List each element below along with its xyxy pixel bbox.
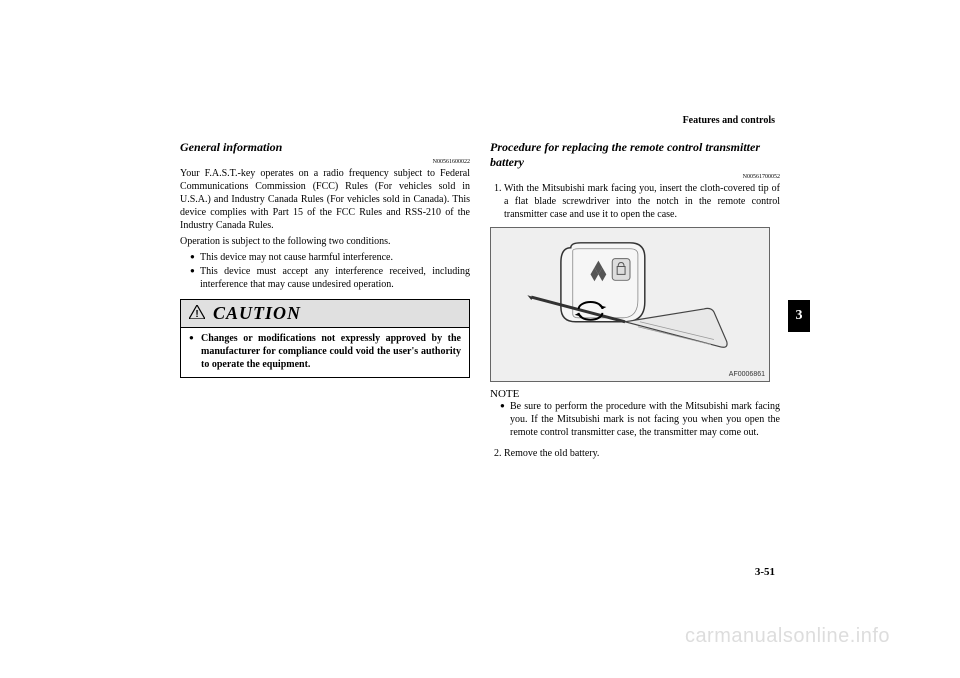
key-screwdriver-illustration <box>491 228 769 381</box>
caution-title: CAUTION <box>213 303 301 324</box>
caution-body: Changes or modifications not expressly a… <box>181 328 469 377</box>
reference-number: N00561700052 <box>490 174 780 180</box>
instruction-figure: AF0006861 <box>490 227 770 382</box>
body-paragraph: Your F.A.S.T.-key operates on a radio fr… <box>180 167 470 232</box>
watermark: carmanualsonline.info <box>685 625 890 648</box>
reference-number: N00561600022 <box>180 159 470 165</box>
right-column: Procedure for replacing the remote contr… <box>490 140 780 464</box>
procedure-list: With the Mitsubishi mark facing you, ins… <box>490 182 780 221</box>
manual-page: Features and controls General informatio… <box>0 0 960 678</box>
two-column-content: General information N00561600022 Your F.… <box>180 140 780 464</box>
list-item: Be sure to perform the procedure with th… <box>500 400 780 439</box>
section-heading: Procedure for replacing the remote contr… <box>490 140 780 170</box>
body-paragraph: Operation is subject to the following tw… <box>180 235 470 248</box>
caution-item: Changes or modifications not expressly a… <box>189 332 461 371</box>
list-item: This device must accept any interference… <box>190 265 470 291</box>
condition-list: This device may not cause harmful interf… <box>180 251 470 291</box>
note-list: Be sure to perform the procedure with th… <box>490 400 780 439</box>
svg-text:!: ! <box>195 309 198 319</box>
list-item: With the Mitsubishi mark facing you, ins… <box>504 182 780 221</box>
figure-reference: AF0006861 <box>729 371 765 378</box>
chapter-tab: 3 <box>788 300 810 332</box>
running-header: Features and controls <box>683 115 775 126</box>
page-number: 3-51 <box>755 566 775 578</box>
list-item: This device may not cause harmful interf… <box>190 251 470 264</box>
caution-box: ! CAUTION Changes or modifications not e… <box>180 299 470 378</box>
warning-icon: ! <box>189 305 205 324</box>
section-heading: General information <box>180 140 470 155</box>
note-heading: NOTE <box>490 388 780 400</box>
caution-header: ! CAUTION <box>181 300 469 328</box>
list-item: Remove the old battery. <box>504 447 780 460</box>
left-column: General information N00561600022 Your F.… <box>180 140 470 464</box>
procedure-list-cont: Remove the old battery. <box>490 447 780 460</box>
